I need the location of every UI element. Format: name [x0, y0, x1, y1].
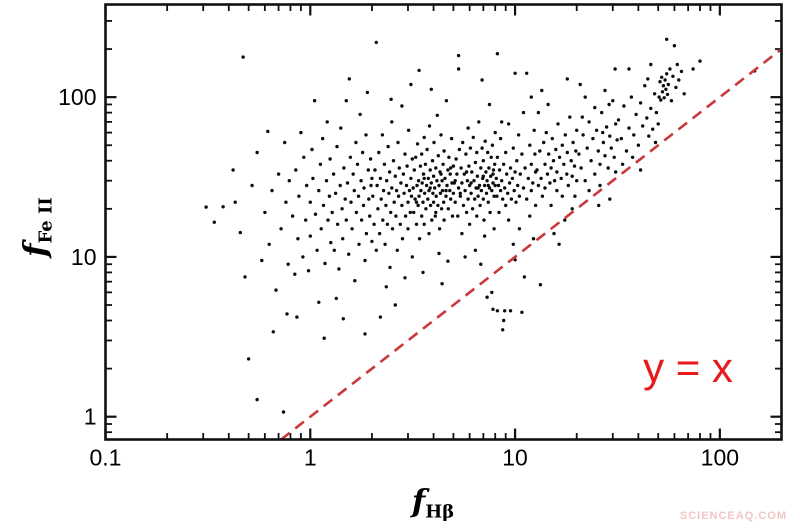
identity-line: [280, 48, 783, 441]
x-tick-label: 1: [304, 445, 317, 471]
y-tick-label: 100: [58, 84, 96, 110]
x-axis-subscript: Hβ: [425, 501, 455, 523]
y-tick-label: 10: [71, 244, 97, 270]
y-axis-title: fFe II: [17, 197, 57, 257]
plot-border: [104, 3, 783, 441]
y-axis-subscript: Fe II: [35, 197, 57, 244]
y-axis-symbol: f: [17, 243, 54, 257]
x-axis-title: fHβ: [411, 483, 455, 523]
identity-line-annotation: y = x: [643, 344, 733, 391]
x-tick-label: 0.1: [90, 445, 122, 471]
x-tick-label: 100: [701, 445, 739, 471]
x-axis-symbol: f: [411, 483, 426, 520]
y-tick-label: 1: [84, 404, 97, 430]
tick-labels: 0.1 1 10 100 1 10 100: [58, 84, 739, 470]
scatter-points: [204, 37, 757, 414]
site-watermark: SCIENCEAQ.COM: [679, 510, 787, 522]
x-tick-label: 10: [502, 445, 528, 471]
